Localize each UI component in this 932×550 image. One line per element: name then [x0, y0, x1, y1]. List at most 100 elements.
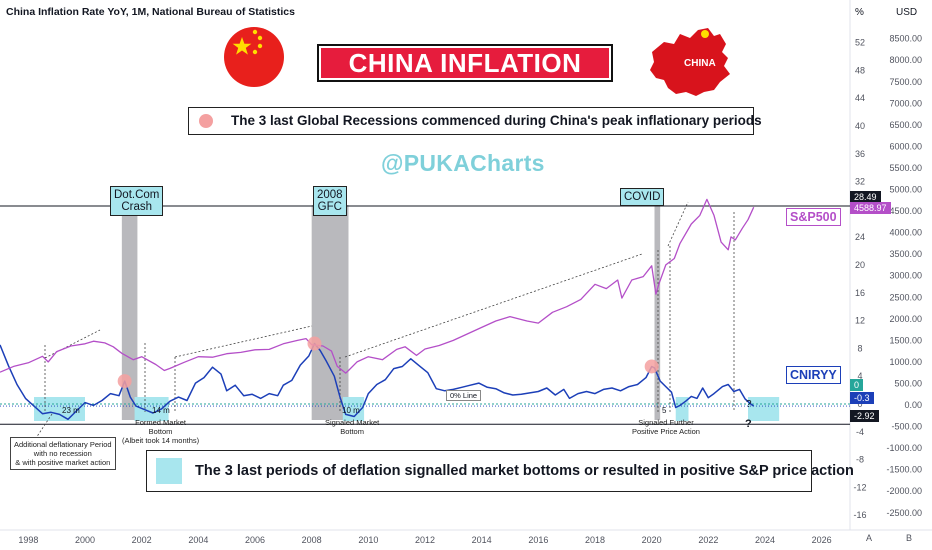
note-line: with no recession — [33, 449, 92, 458]
pct-tick-label: -8 — [856, 455, 864, 465]
usd-tick-label: 5500.00 — [889, 163, 922, 173]
deflation-duration-label: ? — [746, 399, 752, 410]
recession-note-box: The 3 last Global Recessions commenced d… — [188, 107, 762, 135]
x-tick-label: 2002 — [132, 535, 152, 545]
usd-tick-label: 0.00 — [904, 400, 922, 410]
pct-tick-label: -12 — [853, 482, 866, 492]
deflation-duration-label: 10 m — [342, 406, 360, 415]
note-line: (Albeit took 14 months) — [122, 436, 200, 445]
main-title: CHINA INFLATION RATE — [317, 44, 613, 112]
recession-note-text: The 3 last Global Recessions commenced d… — [231, 113, 762, 128]
note-line: Signaled Market — [325, 418, 380, 427]
usd-tick-label: -1500.00 — [886, 465, 922, 475]
usd-tick-label: 3000.00 — [889, 271, 922, 281]
usd-tick-label: 5000.00 — [889, 185, 922, 195]
cpi-last-badge: -0.3 — [850, 392, 874, 404]
usd-tick-label: 1500.00 — [889, 335, 922, 345]
usd-tick-label: 500.00 — [894, 378, 922, 388]
recession-band — [654, 205, 661, 420]
event-label-dotcom: Dot.Com Crash — [110, 186, 164, 216]
spx-series-label: S&P500 — [786, 208, 841, 226]
peak-marker — [644, 359, 659, 374]
zero-line-label: 0% Line — [446, 390, 482, 401]
map-label: CHINA — [684, 58, 716, 69]
x-tick-label: 2020 — [642, 535, 662, 545]
peak-marker — [307, 336, 322, 351]
x-tick-label: 2014 — [472, 535, 492, 545]
deflation-zone — [134, 397, 169, 421]
pct-tick-label: 44 — [855, 93, 865, 103]
usd-tick-label: 4000.00 — [889, 228, 922, 238]
recession-band — [121, 205, 138, 420]
trend-arrow-line — [344, 253, 643, 358]
china-map-icon — [650, 28, 730, 96]
note-line: Bottom — [340, 427, 364, 436]
deflation-note-text: The 3 last periods of deflation signalle… — [195, 463, 854, 479]
x-tick-label: 2008 — [302, 535, 322, 545]
spx-price-badge: 4588.97 — [850, 202, 891, 214]
usd-tick-label: 2000.00 — [889, 314, 922, 324]
pct-tick-label: 12 — [855, 316, 865, 326]
note-line: & with positive market action — [15, 458, 111, 467]
deflation-note-box: The 3 last periods of deflation signalle… — [146, 450, 854, 492]
zero-badge: 0 — [850, 379, 864, 391]
usd-tick-label: 7000.00 — [889, 98, 922, 108]
deflation-duration-label: 23 m — [62, 406, 80, 415]
note-additional-deflation: Additional deflationary Period with no r… — [10, 437, 116, 470]
note-line: Signaled Further — [638, 418, 694, 427]
footer-b: B — [906, 533, 913, 543]
pct-tick-label: 40 — [855, 121, 865, 131]
event-label-covid: COVID — [620, 188, 665, 206]
pct-tick-label: 32 — [855, 177, 865, 187]
usd-axis-label: USD — [896, 7, 918, 18]
deflation-zone — [675, 397, 689, 421]
x-tick-label: 2006 — [245, 535, 265, 545]
pct-tick-label: 20 — [855, 260, 865, 270]
usd-tick-label: 8500.00 — [889, 34, 922, 44]
usd-tick-label: 1000.00 — [889, 357, 922, 367]
usd-tick-label: -500.00 — [891, 422, 922, 432]
note-line: Additional deflationary Period — [14, 440, 112, 449]
x-tick-label: 2004 — [188, 535, 208, 545]
x-tick-label: 2022 — [698, 535, 718, 545]
trend-arrow-line — [174, 325, 313, 358]
pct-tick-label: 4 — [857, 371, 862, 381]
deflation-duration-label: 14 m — [152, 406, 170, 415]
pct-tick-label: 48 — [855, 65, 865, 75]
pct-tick-label: -16 — [853, 510, 866, 520]
note-line: Formed Market — [135, 418, 186, 427]
usd-tick-label: 7500.00 — [889, 77, 922, 87]
usd-tick-label: -2500.00 — [886, 508, 922, 518]
peak-marker-swatch — [199, 114, 213, 128]
percent-axis-label: % — [855, 7, 864, 18]
event-label-line: 2008 — [317, 189, 343, 201]
footer-a: A — [866, 533, 873, 543]
note-signaled-bottom: Signaled Market Bottom — [325, 418, 379, 436]
series-line-sp500 — [0, 198, 755, 374]
low-line-badge: -2.92 — [850, 410, 879, 422]
pct-tick-label: 52 — [855, 38, 865, 48]
peak-marker — [117, 374, 132, 389]
event-label-line: Crash — [121, 201, 153, 213]
usd-tick-label: 2500.00 — [889, 292, 922, 302]
note-question: ? — [745, 418, 752, 430]
event-label-line: COVID — [624, 191, 661, 203]
event-label-line: Dot.Com — [114, 189, 160, 201]
usd-tick-label: -1000.00 — [886, 443, 922, 453]
note-pointer-line — [35, 413, 53, 439]
note-formed-bottom: Formed Market Bottom (Albeit took 14 mon… — [122, 418, 199, 445]
pct-tick-label: 16 — [855, 288, 865, 298]
note-signaled-further: Signaled Further Positive Price Action — [632, 418, 700, 436]
deflation-zone — [34, 397, 85, 421]
chart-header-title: China Inflation Rate YoY, 1M, National B… — [6, 6, 295, 18]
cpi-series-label: CNIRYY — [786, 366, 841, 384]
pct-tick-label: 0 — [857, 399, 862, 409]
pct-tick-label: -4 — [856, 427, 864, 437]
pct-tick-label: 24 — [855, 232, 865, 242]
top-line-badge: 28.49 — [850, 191, 881, 203]
event-label-line: GFC — [317, 201, 342, 213]
event-label-gfc: 2008 GFC — [313, 186, 347, 216]
x-tick-label: 2010 — [358, 535, 378, 545]
deflation-swatch — [156, 458, 182, 484]
x-tick-label: 2018 — [585, 535, 605, 545]
